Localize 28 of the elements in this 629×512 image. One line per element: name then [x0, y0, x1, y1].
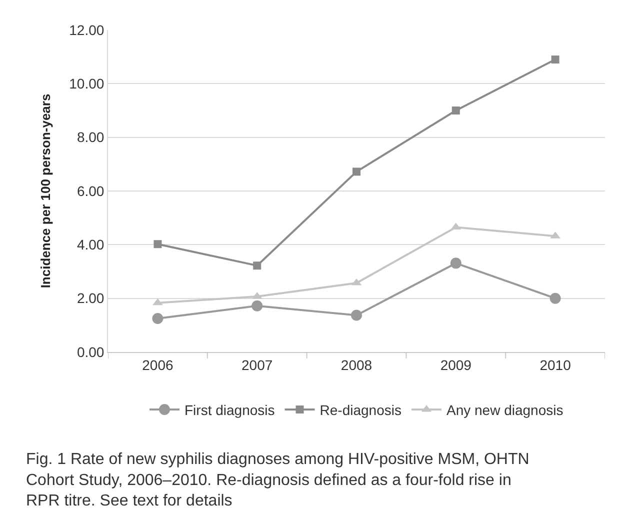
- point: [252, 300, 263, 312]
- point: [152, 298, 163, 306]
- x-tick-label: 2006: [142, 356, 174, 373]
- point: [152, 312, 164, 324]
- y-tick-label: 4.00: [76, 236, 104, 253]
- point: [253, 262, 262, 270]
- point: [154, 240, 162, 248]
- x-tick-label: 2010: [540, 356, 572, 373]
- point: [550, 292, 561, 304]
- x-tick-label: 2007: [242, 356, 273, 373]
- legend-label: Re-diagnosis: [320, 402, 402, 418]
- point: [351, 310, 362, 321]
- y-tick-label: 6.00: [76, 182, 104, 199]
- point: [450, 258, 462, 269]
- y-tick-label: 2.00: [76, 290, 104, 306]
- x-tick-label: 2009: [440, 356, 472, 373]
- point: [452, 106, 460, 114]
- point: [551, 56, 560, 64]
- point: [352, 168, 360, 176]
- legend-label: Any new diagnosis: [446, 402, 564, 418]
- legend-label: First diagnosis: [184, 402, 275, 418]
- y-tick-label: 10.00: [69, 76, 104, 92]
- y-tick-label: 8.00: [76, 129, 104, 146]
- y-axis-title: Incidence per 100 person-years: [38, 94, 54, 288]
- x-tick-label: 2008: [340, 356, 372, 373]
- y-tick-label: 12.00: [69, 22, 104, 38]
- y-tick-label: 0.00: [76, 344, 104, 360]
- caption: Fig. 1 Rate of new syphilis diagnoses among HIV-positive MSM, OHTN Cohort Study, 2006–2010. Re-diagnosis defined as a four-fold rise in RPR titre. See text for details: [26, 451, 530, 510]
